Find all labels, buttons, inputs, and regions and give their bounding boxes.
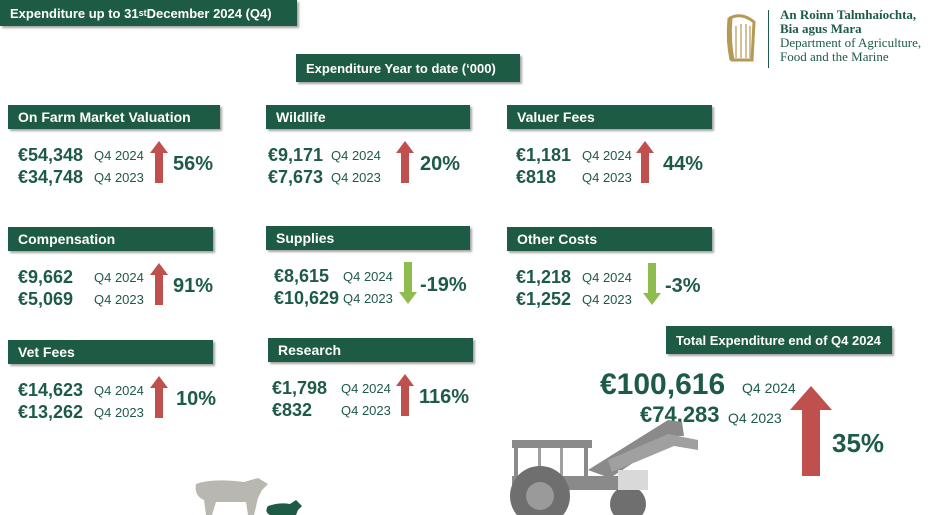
section-subtitle: Expenditure Year to date (‘000) <box>296 54 520 82</box>
value-2024: €1,218 <box>516 267 572 287</box>
card-header: Other Costs <box>507 227 712 251</box>
down-arrow-icon <box>399 262 417 304</box>
quarter-2024: Q4 2024 <box>582 148 632 163</box>
value-2023: €13,262 <box>18 402 84 422</box>
card-header: Wildlife <box>266 105 470 129</box>
harp-icon <box>726 14 756 62</box>
quarter-2024: Q4 2024 <box>331 148 381 163</box>
quarter-2023: Q4 2023 <box>331 170 381 185</box>
card-title: Research <box>278 342 342 358</box>
value-2024: €1,181 <box>516 145 572 165</box>
page-title-sup: st <box>138 8 147 18</box>
value-2023: €5,069 <box>18 289 74 309</box>
percent-change: -19% <box>420 274 467 296</box>
card-title: On Farm Market Valuation <box>18 109 191 125</box>
total-card-header: Total Expenditure end of Q4 2024 <box>666 326 892 354</box>
quarter-2024: Q4 2024 <box>94 383 144 398</box>
quarter-2023: Q4 2023 <box>343 291 393 306</box>
quarter-2023: Q4 2023 <box>94 170 144 185</box>
card-header: Vet Fees <box>8 340 213 364</box>
value-2023: €7,673 <box>268 167 324 187</box>
up-arrow-icon <box>396 141 414 183</box>
quarter-2023: Q4 2023 <box>94 292 144 307</box>
value-2023: €1,252 <box>516 289 572 309</box>
card-header: Compensation <box>8 227 213 251</box>
total-card-title: Total Expenditure end of Q4 2024 <box>676 332 881 348</box>
percent-change: -3% <box>665 275 701 297</box>
percent-change: 56% <box>173 153 214 175</box>
quarter-2023: Q4 2023 <box>582 170 632 185</box>
value-2024: €14,623 <box>18 380 84 400</box>
page-title-end: December 2024 (Q4) <box>146 5 272 21</box>
quarter-2024: Q4 2024 <box>94 270 144 285</box>
value-2023: €10,629 <box>274 288 340 308</box>
up-arrow-icon <box>396 374 414 416</box>
logo-line-1: An Roinn Talmhaíochta, <box>780 7 917 22</box>
total-value-2024: €100,616 <box>600 368 726 401</box>
quarter-2023: Q4 2023 <box>341 403 391 418</box>
quarter-2023: Q4 2023 <box>94 405 144 420</box>
value-2023: €34,748 <box>18 167 84 187</box>
department-logo-text: An Roinn Talmhaíochta, Bia agus Mara Dep… <box>780 8 921 64</box>
card-title: Other Costs <box>517 231 598 247</box>
value-2024: €9,171 <box>268 145 324 165</box>
up-arrow-icon <box>150 141 168 183</box>
card-title: Supplies <box>276 230 335 246</box>
quarter-2024: Q4 2024 <box>341 381 391 396</box>
up-arrow-icon <box>636 141 654 183</box>
value-2023: €832 <box>272 400 313 420</box>
percent-change: 44% <box>663 153 704 175</box>
cow-icon <box>195 478 302 515</box>
value-2024: €54,348 <box>18 145 84 165</box>
quarter-2024: Q4 2024 <box>343 269 393 284</box>
percent-change: 91% <box>173 275 214 297</box>
card-header: Research <box>268 338 473 362</box>
quarter-2024: Q4 2024 <box>582 270 632 285</box>
logo-line-2: Bia agus Mara <box>780 21 862 36</box>
down-arrow-icon <box>643 263 661 305</box>
total-quarter-2023: Q4 2023 <box>728 410 782 426</box>
value-2024: €9,662 <box>18 267 74 287</box>
logo-line-4: Food and the Marine <box>780 49 889 64</box>
value-2024: €1,798 <box>272 378 328 398</box>
up-arrow-icon <box>150 376 168 418</box>
total-quarter-2024: Q4 2024 <box>742 380 796 396</box>
percent-change: 20% <box>420 153 461 175</box>
card-header: Valuer Fees <box>507 105 712 129</box>
card-title: Wildlife <box>276 109 326 125</box>
card-header: On Farm Market Valuation <box>8 105 220 129</box>
tractor-icon <box>510 420 698 515</box>
quarter-2023: Q4 2023 <box>582 292 632 307</box>
total-up-arrow-icon <box>790 386 832 476</box>
page-title-text: Expenditure up to 31 <box>10 5 139 21</box>
up-arrow-icon <box>150 263 168 305</box>
quarter-2024: Q4 2024 <box>94 148 144 163</box>
card-header: Supplies <box>266 226 470 250</box>
percent-change: 116% <box>419 386 470 408</box>
card-title: Compensation <box>18 231 116 247</box>
percent-change: 10% <box>176 388 217 410</box>
section-subtitle-text: Expenditure Year to date (‘000) <box>306 60 496 76</box>
card-title: Valuer Fees <box>517 109 595 125</box>
value-2024: €8,615 <box>274 266 330 286</box>
logo-divider <box>768 10 769 68</box>
card-title: Vet Fees <box>18 344 75 360</box>
value-2023: €818 <box>516 167 557 187</box>
logo-line-3: Department of Agriculture, <box>780 35 922 50</box>
total-percent-change: 35% <box>832 428 885 458</box>
